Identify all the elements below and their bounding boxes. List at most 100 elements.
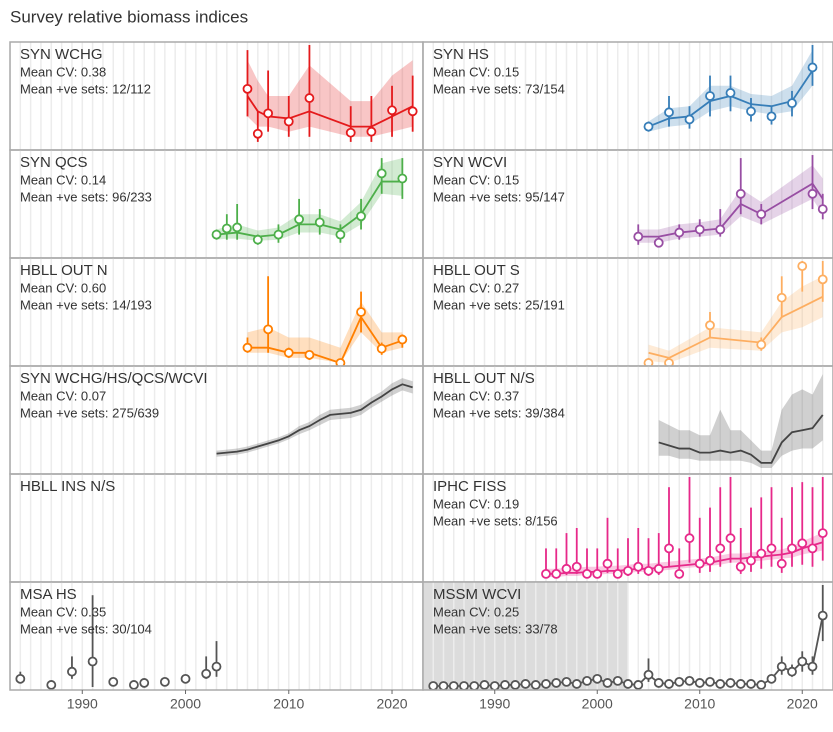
- index-point: [612, 569, 623, 579]
- index-point: [623, 679, 633, 689]
- panel-plot: [423, 258, 833, 366]
- index-point: [776, 661, 787, 672]
- index-point: [541, 679, 551, 689]
- index-point: [643, 358, 654, 366]
- index-point: [674, 227, 685, 238]
- index-point: [387, 105, 397, 116]
- index-point: [294, 214, 305, 225]
- index-point: [561, 677, 572, 687]
- index-point: [674, 677, 685, 687]
- index-point: [397, 334, 408, 345]
- panel-plot: [423, 582, 833, 690]
- index-point: [571, 679, 582, 689]
- mean-cv: Mean CV: 0.60: [20, 280, 106, 295]
- index-point: [510, 680, 521, 690]
- index-point: [797, 538, 808, 549]
- index-point: [211, 229, 222, 240]
- mean-sets: Mean +ve sets: 39/384: [433, 405, 565, 420]
- index-point: [221, 223, 232, 234]
- mean-sets: Mean +ve sets: 275/639: [20, 405, 159, 420]
- index-point: [252, 234, 263, 245]
- index-point: [633, 231, 644, 242]
- index-point: [376, 168, 387, 179]
- index-point: [67, 666, 77, 677]
- index-point: [520, 679, 531, 689]
- index-point: [108, 677, 119, 687]
- panel-title: MSA HS: [20, 586, 77, 603]
- index-point: [612, 675, 623, 686]
- mean-cv: Mean CV: 0.38: [20, 64, 106, 79]
- index-point: [180, 673, 191, 684]
- index-point: [694, 558, 705, 569]
- x-tick-label: 1990: [67, 696, 98, 712]
- x-tick-label: 2000: [582, 696, 613, 712]
- index-point: [684, 114, 695, 125]
- index-point: [448, 681, 459, 690]
- mean-sets: Mean +ve sets: 73/154: [433, 81, 565, 96]
- index-point: [664, 543, 674, 554]
- panel-plot: [10, 258, 423, 366]
- ribbon: [648, 276, 823, 363]
- panel-plot: [423, 474, 833, 582]
- index-point: [817, 528, 828, 538]
- index-point: [242, 83, 253, 94]
- panel-title: HBLL OUT S: [433, 262, 520, 279]
- index-point: [797, 261, 808, 272]
- mean-sets: Mean +ve sets: 33/78: [433, 621, 558, 636]
- mean-sets: Mean +ve sets: 14/193: [20, 297, 152, 312]
- index-point: [159, 677, 170, 687]
- x-tick-label: 2010: [684, 696, 715, 712]
- mean-cv: Mean CV: 0.27: [433, 280, 519, 295]
- index-point: [643, 121, 654, 132]
- index-point: [664, 107, 674, 118]
- index-point: [366, 126, 377, 137]
- mean-cv: Mean CV: 0.14: [20, 172, 106, 187]
- index-point: [263, 108, 274, 119]
- index-point: [561, 563, 572, 574]
- index-point: [756, 548, 767, 559]
- index-point: [643, 669, 654, 680]
- fit-line: [546, 541, 824, 575]
- mean-cv: Mean CV: 0.15: [433, 64, 519, 79]
- mean-sets: Mean +ve sets: 95/147: [433, 189, 565, 204]
- index-point: [807, 188, 818, 199]
- panel-plot: [10, 150, 423, 258]
- index-point: [314, 217, 325, 228]
- mean-sets: Mean +ve sets: 12/112: [20, 81, 151, 96]
- panel-plot: [10, 366, 423, 474]
- index-point: [746, 679, 756, 689]
- index-point: [746, 555, 756, 566]
- index-point: [263, 324, 274, 335]
- index-point: [500, 680, 510, 690]
- index-point: [705, 677, 715, 687]
- index-point: [807, 543, 818, 554]
- index-point: [797, 656, 808, 667]
- index-point: [201, 668, 212, 679]
- index-point: [46, 680, 57, 690]
- chart-title: Survey relative biomass indices: [10, 7, 248, 26]
- mean-cv: Mean CV: 0.19: [433, 496, 519, 511]
- mean-cv: Mean CV: 0.07: [20, 388, 106, 403]
- index-point: [776, 558, 787, 569]
- index-point: [715, 224, 726, 235]
- index-point: [725, 88, 736, 98]
- index-point: [582, 675, 592, 686]
- index-point: [633, 561, 644, 572]
- index-point: [653, 678, 664, 688]
- index-point: [817, 204, 828, 215]
- index-point: [684, 533, 695, 544]
- index-point: [623, 565, 633, 576]
- index-point: [15, 673, 26, 684]
- x-tick-label: 2020: [787, 696, 818, 712]
- index-point: [530, 680, 541, 690]
- index-point: [541, 569, 551, 579]
- index-point: [211, 661, 222, 672]
- index-point: [479, 680, 490, 690]
- mean-sets: Mean +ve sets: 30/104: [20, 621, 152, 636]
- index-point: [766, 543, 777, 554]
